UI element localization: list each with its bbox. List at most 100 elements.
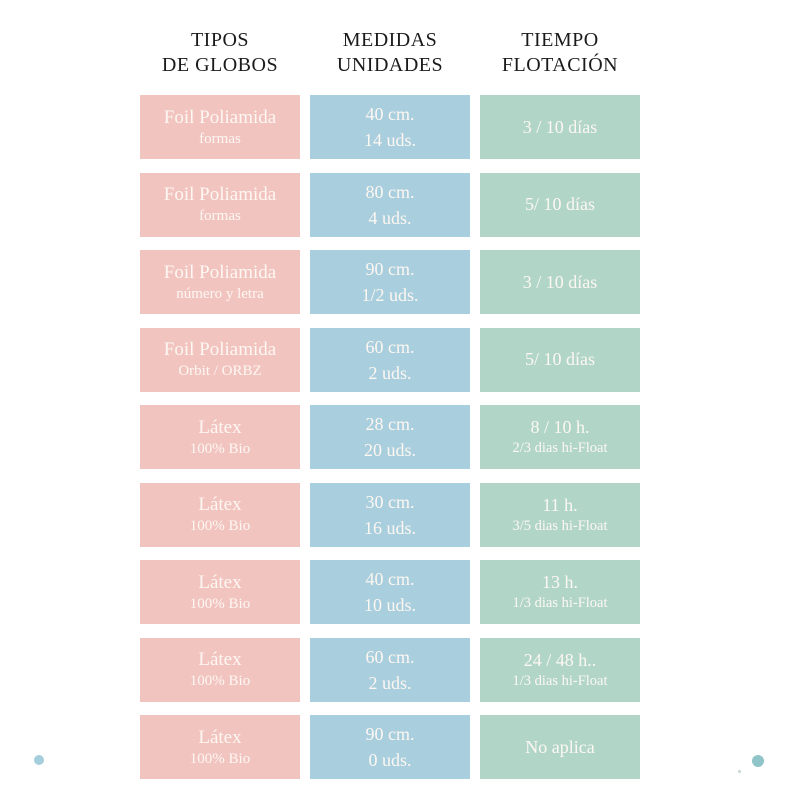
size-value: 40 cm. — [365, 104, 415, 124]
float-time-cell: 5/ 10 días — [480, 172, 640, 237]
header-line: DE GLOBOS — [161, 54, 279, 76]
size-units-cell: 60 cm. 2 uds. — [310, 637, 470, 702]
size-units-cell: 80 cm. 4 uds. — [310, 172, 470, 237]
table-row: Látex 100% Bio 40 cm. 10 uds. 13 h. 1/3 … — [140, 560, 640, 624]
size-units-cell: 40 cm. 10 uds. — [310, 560, 470, 624]
units-value: 4 uds. — [368, 207, 412, 228]
float-time-detail: 2/3 dias hi-Float — [512, 440, 608, 456]
table-row: Foil Poliamida número y letra 90 cm. 1/2… — [140, 250, 640, 314]
float-time-value: 13 h. — [542, 572, 578, 592]
balloon-type-name: Látex — [198, 494, 242, 515]
balloon-type-cell: Foil Poliamida número y letra — [140, 250, 300, 314]
size-value: 90 cm. — [365, 259, 415, 279]
size-units-cell: 28 cm. 20 uds. — [310, 405, 470, 469]
table-row: Látex 100% Bio 60 cm. 2 uds. 24 / 48 h..… — [140, 637, 640, 702]
header-line: FLOTACIÓN — [501, 54, 619, 76]
balloon-type-name: Foil Poliamida — [163, 261, 277, 283]
size-value: 28 cm. — [365, 414, 415, 434]
size-units-cell: 40 cm. 14 uds. — [310, 95, 470, 159]
float-time-cell: 24 / 48 h.. 1/3 dias hi-Float — [480, 637, 640, 702]
units-value: 0 uds. — [368, 750, 412, 770]
balloon-type-cell: Látex 100% Bio — [140, 560, 300, 624]
balloon-type-name: Látex — [198, 571, 242, 593]
units-value: 1/2 uds. — [361, 285, 419, 305]
header-line: TIEMPO — [521, 29, 599, 51]
table-row: Látex 100% Bio 90 cm. 0 uds. No aplica — [140, 715, 640, 779]
float-time-value: 3 / 10 días — [522, 271, 598, 292]
float-time-value: 5/ 10 días — [525, 349, 595, 369]
size-value: 60 cm. — [365, 646, 415, 667]
units-value: 2 uds. — [368, 672, 412, 693]
size-value: 80 cm. — [365, 181, 415, 202]
size-value: 60 cm. — [365, 336, 415, 357]
header-tipos-de-globos: TIPOS DE GLOBOS — [140, 28, 300, 78]
balloon-type-cell: Látex 100% Bio — [140, 715, 300, 779]
balloon-type-detail: 100% Bio — [189, 750, 251, 767]
float-time-value: 3 / 10 días — [522, 116, 598, 137]
table-row: Foil Poliamida Orbit / ORBZ 60 cm. 2 uds… — [140, 327, 640, 392]
table-row: Foil Poliamida formas 80 cm. 4 uds. 5/ 1… — [140, 172, 640, 237]
balloon-type-detail: Orbit / ORBZ — [178, 363, 262, 379]
units-value: 16 uds. — [363, 517, 416, 538]
size-value: 30 cm. — [365, 491, 415, 512]
balloon-type-cell: Foil Poliamida formas — [140, 172, 300, 237]
units-value: 20 uds. — [363, 440, 416, 460]
header-line: UNIDADES — [336, 54, 444, 76]
balloon-type-name: Foil Poliamida — [163, 184, 277, 205]
float-time-detail: 1/3 dias hi-Float — [512, 595, 608, 611]
balloon-type-detail: número y letra — [176, 285, 264, 302]
float-time-value: 11 h. — [542, 494, 578, 515]
size-units-cell: 60 cm. 2 uds. — [310, 327, 470, 392]
balloon-type-cell: Foil Poliamida Orbit / ORBZ — [140, 327, 300, 392]
decorative-speck — [738, 770, 741, 773]
size-units-cell: 90 cm. 0 uds. — [310, 715, 470, 779]
float-time-cell: 8 / 10 h. 2/3 dias hi-Float — [480, 405, 640, 469]
decorative-dot-left — [34, 755, 44, 765]
balloon-type-cell: Látex 100% Bio — [140, 405, 300, 469]
float-time-value: No aplica — [525, 736, 595, 757]
balloon-type-cell: Látex 100% Bio — [140, 482, 300, 547]
size-units-cell: 30 cm. 16 uds. — [310, 482, 470, 547]
balloon-type-detail: formas — [199, 208, 241, 224]
units-value: 10 uds. — [363, 595, 416, 615]
units-value: 14 uds. — [363, 130, 416, 150]
float-time-cell: No aplica — [480, 715, 640, 779]
float-time-detail: 3/5 dias hi-Float — [512, 517, 608, 534]
balloon-type-cell: Foil Poliamida formas — [140, 95, 300, 159]
float-time-cell: 3 / 10 días — [480, 250, 640, 314]
float-time-cell: 3 / 10 días — [480, 95, 640, 159]
float-time-cell: 5/ 10 días — [480, 327, 640, 392]
balloon-type-detail: formas — [199, 130, 241, 147]
size-value: 90 cm. — [365, 724, 415, 744]
decorative-dot-right — [752, 755, 764, 767]
units-value: 2 uds. — [368, 362, 412, 383]
table-header: TIPOS DE GLOBOS MEDIDAS UNIDADES TIEMPO … — [140, 28, 640, 78]
table-body: Foil Poliamida formas 40 cm. 14 uds. 3 /… — [140, 95, 640, 793]
size-units-cell: 90 cm. 1/2 uds. — [310, 250, 470, 314]
table-row: Látex 100% Bio 28 cm. 20 uds. 8 / 10 h. … — [140, 405, 640, 469]
float-time-value: 5/ 10 días — [525, 194, 595, 214]
size-value: 40 cm. — [365, 569, 415, 589]
float-time-detail: 1/3 dias hi-Float — [512, 672, 608, 689]
balloon-type-detail: 100% Bio — [189, 673, 251, 689]
header-line: MEDIDAS — [342, 29, 438, 51]
balloon-type-detail: 100% Bio — [189, 440, 251, 457]
table-row: Foil Poliamida formas 40 cm. 14 uds. 3 /… — [140, 95, 640, 159]
header-line: TIPOS — [190, 29, 250, 51]
balloon-type-name: Látex — [198, 726, 242, 748]
table-row: Látex 100% Bio 30 cm. 16 uds. 11 h. 3/5 … — [140, 482, 640, 547]
balloon-type-name: Látex — [198, 649, 242, 670]
float-time-cell: 11 h. 3/5 dias hi-Float — [480, 482, 640, 547]
balloon-type-name: Foil Poliamida — [163, 106, 277, 128]
balloon-type-detail: 100% Bio — [189, 518, 251, 534]
float-time-value: 24 / 48 h.. — [523, 649, 597, 670]
header-tiempo-flotacion: TIEMPO FLOTACIÓN — [480, 28, 640, 78]
balloon-type-detail: 100% Bio — [189, 595, 251, 612]
balloon-type-cell: Látex 100% Bio — [140, 637, 300, 702]
balloon-type-name: Foil Poliamida — [163, 339, 277, 360]
float-time-cell: 13 h. 1/3 dias hi-Float — [480, 560, 640, 624]
float-time-value: 8 / 10 h. — [530, 417, 590, 437]
header-medidas-unidades: MEDIDAS UNIDADES — [310, 28, 470, 78]
balloon-type-name: Látex — [198, 416, 242, 438]
